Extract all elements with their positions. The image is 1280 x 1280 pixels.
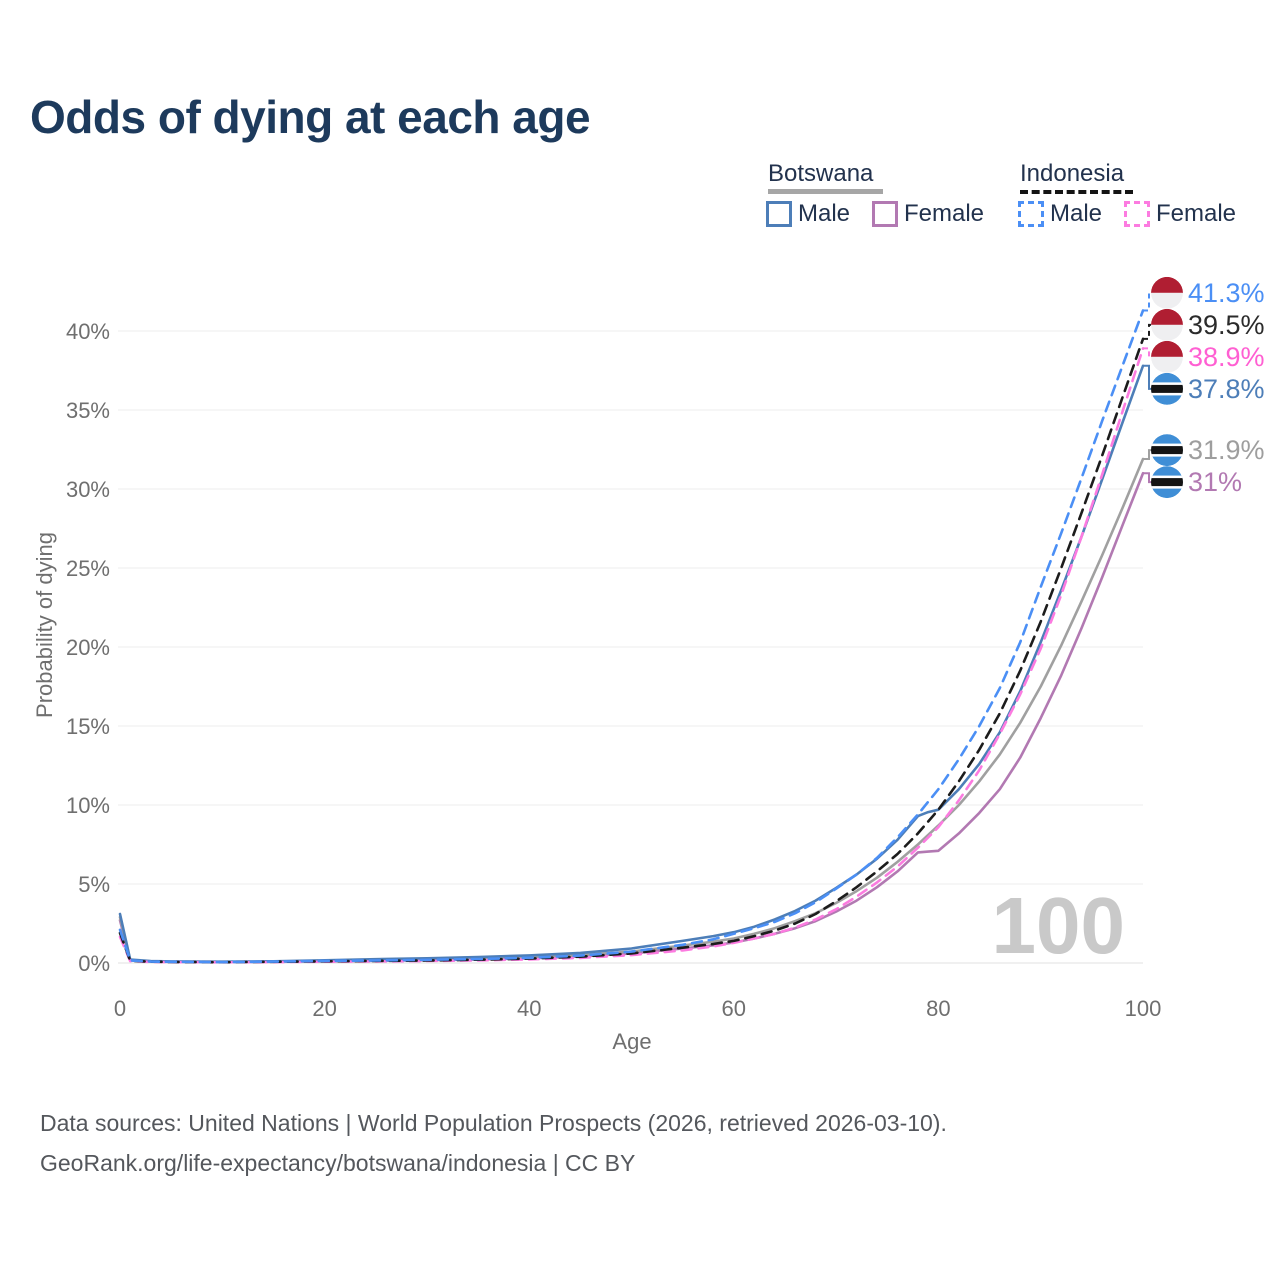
flag-icon-botswana: [1151, 372, 1183, 405]
legend-botswana-line-swatch: [768, 189, 883, 194]
series-line-indonesia-male: [118, 309, 1145, 964]
x-axis-title: Age: [612, 1029, 651, 1054]
series-line-botswana-female: [118, 471, 1145, 964]
legend-item-botswana-male[interactable]: Male: [766, 200, 850, 228]
legend-label: Male: [1050, 200, 1103, 227]
legend-indonesia-line-swatch: [1020, 190, 1133, 194]
legend-label: Female: [904, 200, 985, 227]
flag-icon-indonesia: [1151, 308, 1183, 341]
x-tick-40: 40: [517, 996, 541, 1021]
end-value-label-indonesia-female: 38.9%: [1188, 342, 1265, 372]
flag-icon-indonesia: [1151, 340, 1183, 373]
botswana-male-swatch: [766, 201, 792, 227]
x-tick-20: 20: [312, 996, 336, 1021]
series-line-indonesia-female: [118, 347, 1145, 964]
botswana-female-swatch: [872, 201, 898, 227]
x-tick-60: 60: [722, 996, 746, 1021]
y-tick-0: 0%: [78, 951, 110, 976]
y-tick-35: 35%: [66, 398, 110, 423]
legend-item-indonesia-female[interactable]: Female: [1124, 200, 1236, 228]
end-value-label-botswana-male: 37.8%: [1188, 374, 1265, 404]
data-sources-text: Data sources: United Nations | World Pop…: [40, 1110, 947, 1136]
flag-icon-botswana: [1151, 466, 1183, 499]
end-value-label-botswana-female: 31%: [1188, 467, 1242, 497]
indonesia-male-swatch: [1018, 201, 1044, 227]
y-tick-40: 40%: [66, 319, 110, 344]
legend-group-indonesia: Indonesia: [1020, 160, 1125, 187]
y-tick-25: 25%: [66, 556, 110, 581]
end-value-label-botswana-total: 31.9%: [1188, 435, 1265, 465]
end-value-label-indonesia-total: 39.5%: [1188, 310, 1265, 340]
legend-item-indonesia-male[interactable]: Male: [1018, 200, 1102, 228]
attribution-text: GeoRank.org/life-expectancy/botswana/ind…: [40, 1150, 636, 1176]
flag-icon-botswana: [1151, 434, 1183, 467]
y-tick-5: 5%: [78, 872, 110, 897]
y-tick-15: 15%: [66, 714, 110, 739]
legend-group-botswana: Botswana: [768, 160, 874, 187]
leader-line-indonesia-female: [1143, 347, 1151, 358]
age-counter-watermark: 100: [992, 881, 1125, 970]
leader-line-botswana-total: [1143, 449, 1151, 460]
page-title: Odds of dying at each age: [30, 91, 591, 143]
series-line-botswana-male: [118, 364, 1145, 963]
legend-item-botswana-female[interactable]: Female: [872, 200, 984, 228]
y-tick-10: 10%: [66, 793, 110, 818]
leader-line-indonesia-total: [1143, 323, 1151, 340]
y-axis-title: Probability of dying: [32, 532, 57, 718]
x-tick-100: 100: [1125, 996, 1162, 1021]
series-line-indonesia-total: [118, 337, 1145, 964]
indonesia-female-swatch: [1124, 201, 1150, 227]
legend-label: Female: [1156, 200, 1237, 227]
y-tick-20: 20%: [66, 635, 110, 660]
x-tick-0: 0: [114, 996, 126, 1021]
x-tick-80: 80: [926, 996, 950, 1021]
y-tick-30: 30%: [66, 477, 110, 502]
leader-line-botswana-male: [1143, 364, 1151, 390]
series-line-botswana-total: [118, 457, 1145, 964]
legend-label: Male: [798, 200, 851, 227]
flag-icon-indonesia: [1151, 276, 1183, 309]
leader-line-indonesia-male: [1143, 291, 1151, 312]
leader-line-botswana-female: [1143, 472, 1151, 484]
end-value-label-indonesia-male: 41.3%: [1188, 278, 1265, 308]
